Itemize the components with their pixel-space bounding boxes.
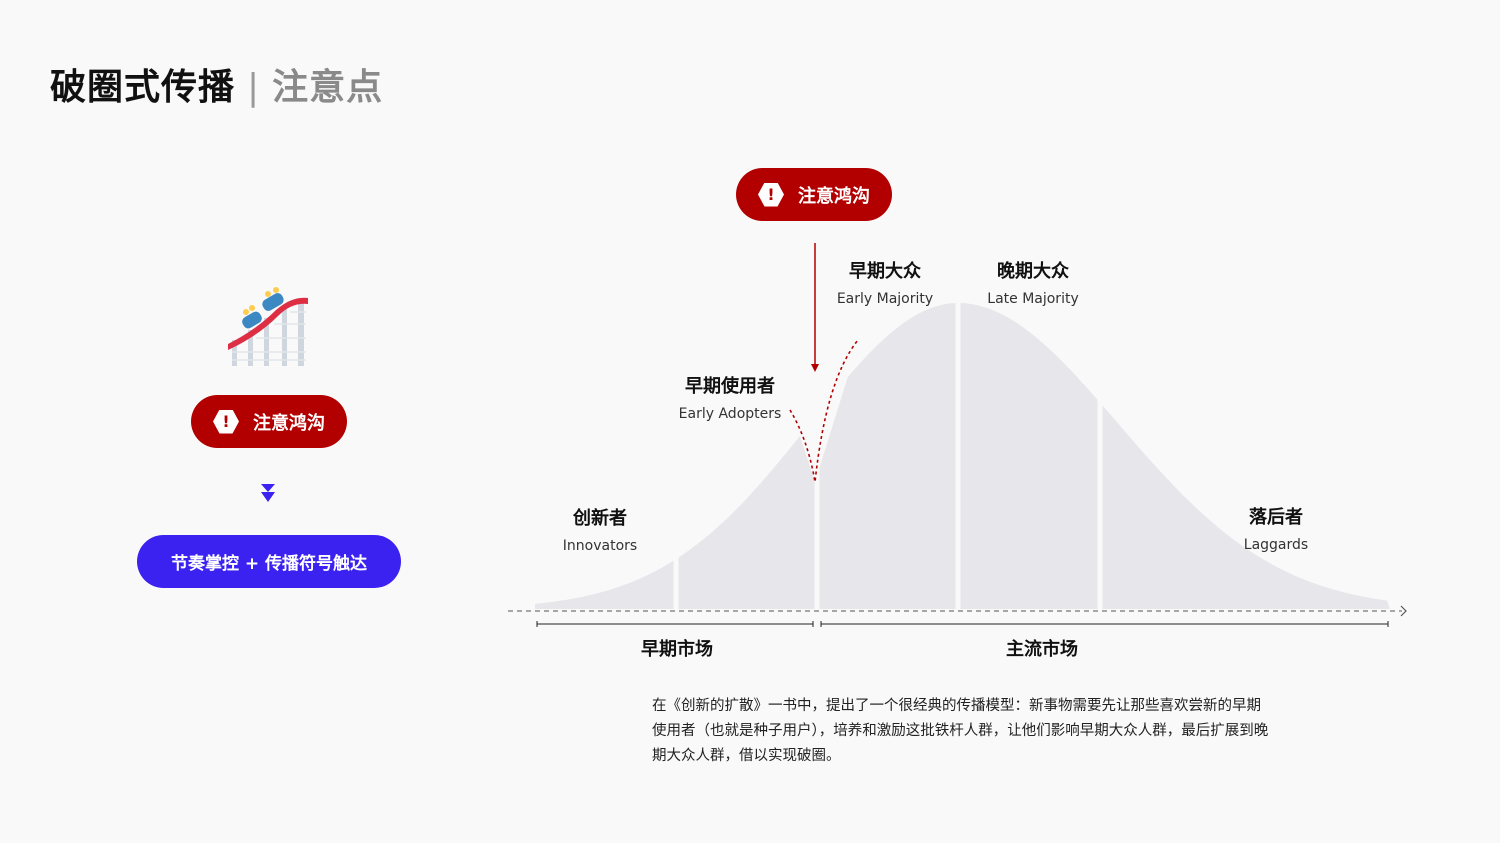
axis-arrow-icon — [1400, 605, 1407, 617]
warning-label: 注意鸿沟 — [253, 412, 325, 434]
segment-en: Laggards — [1243, 537, 1309, 553]
early-market-label: 早期市场 — [641, 639, 713, 660]
segment-en: Early Adopters — [678, 406, 782, 422]
segment-en: Early Majority — [836, 291, 934, 307]
segment-en: Innovators — [562, 538, 638, 554]
title-main: 破圈式传播 — [50, 67, 236, 108]
chasm-gap — [788, 300, 860, 482]
warning-chasm-pill: ! 注意鸿沟 — [191, 395, 347, 448]
exclamation-hexagon-icon: ! — [758, 182, 784, 207]
bell-curve-area — [535, 303, 1390, 609]
page-title: 破圈式传播 | 注意点 — [50, 58, 383, 110]
segment-cn: 早期使用者 — [685, 376, 775, 397]
segment-innovators: 创新者 Innovators — [540, 504, 660, 554]
segment-en: Late Majority — [987, 291, 1079, 307]
segment-cn: 创新者 — [573, 508, 627, 529]
roller-coaster-icon — [228, 287, 308, 366]
title-subtitle: 注意点 — [272, 67, 384, 108]
segment-cn: 晚期大众 — [997, 261, 1069, 282]
segment-cn: 早期大众 — [849, 261, 921, 282]
chasm-label: 注意鸿沟 — [798, 185, 870, 207]
solution-pill: 节奏掌控 + 传播符号触达 — [137, 535, 401, 588]
chasm-pill: ! 注意鸿沟 — [736, 168, 892, 221]
chasm-dashed-outline — [789, 339, 859, 483]
title-separator: | — [247, 67, 261, 108]
segment-early-majority: 早期大众 Early Majority — [820, 257, 950, 307]
segment-early-adopters: 早期使用者 Early Adopters — [660, 372, 800, 422]
mainstream-market-label: 主流市场 — [1006, 639, 1078, 660]
double-chevron-down-icon — [261, 484, 275, 502]
segment-late-majority: 晚期大众 Late Majority — [968, 257, 1098, 307]
segment-laggards: 落后者 Laggards — [1216, 503, 1336, 553]
description-text: 在《创新的扩散》一书中，提出了一个很经典的传播模型：新事物需要先让那些喜欢尝新的… — [652, 698, 1269, 764]
segment-cn: 落后者 — [1249, 507, 1303, 528]
